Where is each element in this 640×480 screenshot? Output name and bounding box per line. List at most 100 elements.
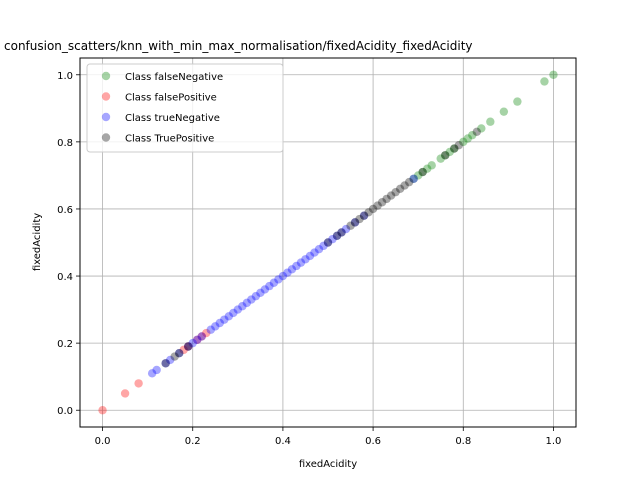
point-true-negative (323, 238, 333, 247)
point-true-negative (314, 245, 324, 254)
legend-marker (101, 92, 111, 101)
point-true-positive (346, 221, 355, 230)
point-false-negative (463, 134, 472, 143)
point-true-negative (224, 312, 233, 321)
point-true-positive (382, 194, 391, 204)
x-tick-label: 1.0 (546, 436, 562, 447)
point-true-negative (332, 231, 342, 240)
point-true-negative (296, 258, 306, 267)
point-true-negative (328, 234, 337, 244)
point-false-positive (202, 328, 211, 338)
point-true-negative (301, 255, 310, 264)
point-true-positive (364, 208, 373, 217)
point-true-negative (359, 211, 369, 220)
point-false-negative (499, 107, 509, 116)
point-true-negative (256, 288, 265, 298)
point-false-negative (441, 151, 450, 160)
point-true-positive (386, 191, 396, 200)
point-true-negative (305, 251, 315, 261)
point-true-negative (292, 261, 301, 271)
point-true-positive (400, 181, 409, 190)
point-false-negative (468, 130, 477, 140)
point-true-negative (188, 338, 197, 348)
point-false-negative (513, 97, 522, 106)
legend: Class falseNegative Class falsePositive Cl… (86, 63, 284, 153)
point-true-negative (215, 318, 224, 328)
point-true-positive (441, 151, 450, 160)
legend-marker (101, 133, 111, 142)
point-true-positive (323, 238, 333, 247)
point-true-negative (197, 332, 206, 341)
point-true-negative (161, 359, 170, 368)
y-tick-label: 0.2 (57, 339, 73, 350)
point-false-negative (540, 77, 549, 86)
point-true-negative (287, 265, 297, 274)
point-true-positive (359, 211, 369, 220)
point-true-positive (391, 187, 400, 197)
legend-label: Class trueNegative (125, 113, 220, 124)
point-true-negative (238, 302, 247, 311)
point-false-positive (134, 379, 143, 388)
point-true-positive (418, 167, 427, 177)
x-tick-label: 0.8 (455, 436, 471, 447)
point-true-negative (350, 218, 360, 227)
point-true-negative (278, 271, 288, 281)
point-true-negative (251, 291, 261, 301)
point-true-negative (211, 322, 220, 331)
point-true-negative (265, 281, 274, 291)
point-true-negative (165, 355, 175, 365)
data-points (98, 70, 558, 415)
point-false-negative (450, 144, 459, 153)
point-true-negative (269, 278, 279, 287)
point-true-negative (319, 241, 328, 251)
point-true-negative (233, 305, 243, 314)
point-true-negative (247, 295, 256, 304)
point-true-positive (332, 231, 342, 240)
legend-label: Class TruePositive (125, 134, 214, 145)
point-true-positive (472, 127, 481, 136)
point-true-positive (350, 218, 360, 227)
point-true-negative (283, 268, 292, 277)
point-false-negative (423, 164, 432, 173)
point-false-positive (197, 332, 206, 341)
point-true-negative (220, 315, 229, 324)
point-true-positive (337, 228, 346, 237)
chart-title: confusion_scatters/knn_with_min_max_norm… (4, 39, 473, 53)
point-false-positive (193, 335, 202, 344)
point-true-positive (161, 359, 170, 368)
point-true-negative (206, 325, 215, 334)
point-true-negative (242, 298, 252, 308)
legend-box (86, 63, 284, 153)
legend-label: Class falsePositive (125, 93, 217, 104)
x-axis-label: fixedAcidity (299, 459, 357, 470)
point-true-positive (395, 184, 405, 194)
point-false-positive (98, 406, 107, 415)
axis-ticks: 0.0 0.2 0.4 0.6 0.8 1.0 0.0 0.2 0.4 0.6 0.8 1.0 (57, 71, 561, 447)
point-true-negative (409, 174, 418, 183)
point-true-positive (355, 214, 364, 224)
point-false-negative (477, 124, 486, 133)
point-false-negative (418, 167, 427, 177)
point-true-positive (175, 349, 184, 358)
point-false-positive (179, 345, 188, 355)
x-tick-label: 0.6 (365, 436, 381, 447)
y-tick-label: 0.6 (57, 205, 73, 216)
point-false-negative (486, 117, 495, 126)
point-true-negative (193, 335, 202, 344)
y-tick-label: 0.0 (57, 406, 73, 417)
point-true-negative (260, 285, 270, 294)
point-false-negative (459, 137, 468, 147)
point-true-negative (152, 365, 161, 375)
plot-frame (79, 57, 577, 428)
point-true-positive (170, 352, 179, 361)
legend-marker (101, 112, 111, 122)
point-true-negative (337, 228, 346, 237)
y-axis-label: fixedAcidity (32, 213, 43, 271)
point-false-negative (436, 154, 445, 163)
x-tick-label: 0.4 (275, 436, 291, 447)
point-true-negative (341, 224, 351, 234)
point-true-positive (377, 198, 387, 207)
y-tick-label: 0.8 (57, 138, 73, 149)
point-false-negative (427, 161, 436, 170)
